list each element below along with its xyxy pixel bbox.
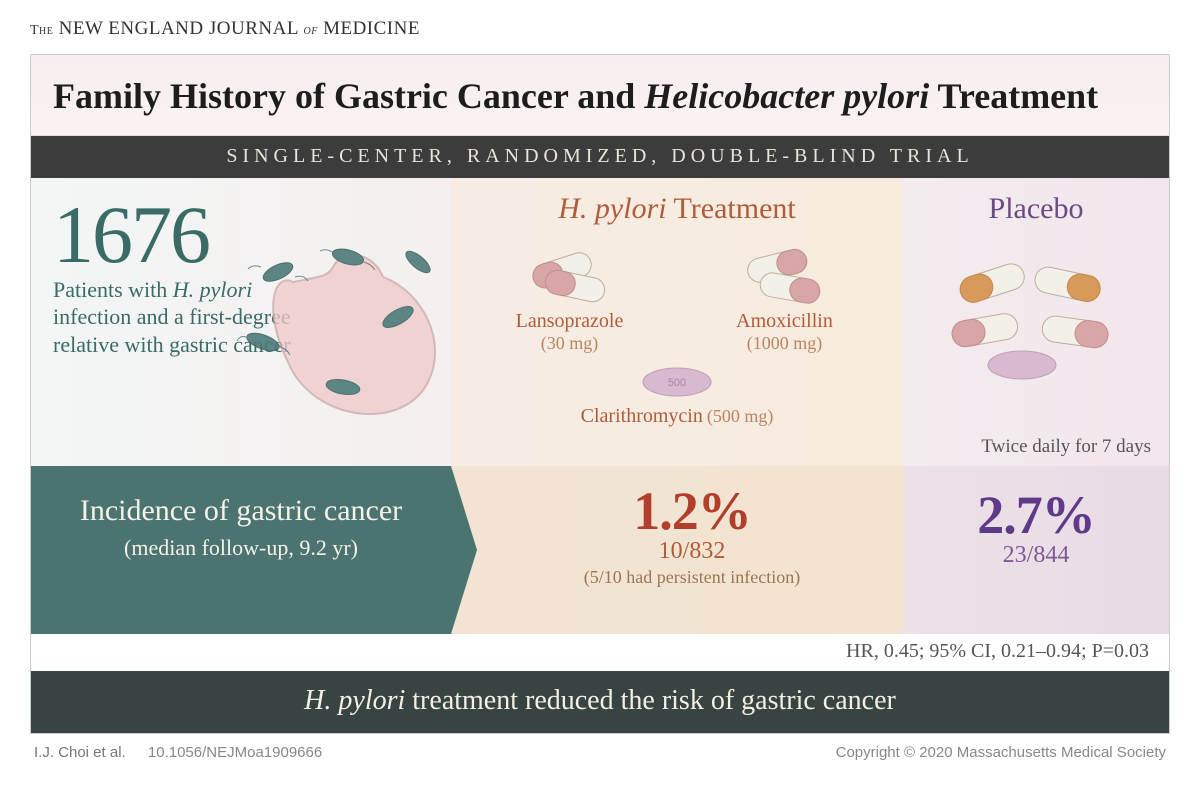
footer-copyright: Copyright © 2020 Massachusetts Medical S…: [836, 744, 1166, 761]
med-dose-0: (30 mg): [467, 333, 672, 354]
main-card: Family History of Gastric Cancer and Hel…: [30, 54, 1170, 734]
placebo-pills-icon: [919, 252, 1153, 382]
treatment-heading-post: Treatment: [667, 192, 796, 225]
capsule-icon: [682, 238, 887, 306]
conclusion-post: treatment reduced the risk of gastric ca…: [405, 685, 896, 716]
journal-name: The NEW ENGLAND JOURNAL of MEDICINE: [30, 18, 1170, 40]
footer-authors: I.J. Choi et al.: [34, 744, 126, 761]
journal-of: of: [303, 23, 317, 38]
main-title: Family History of Gastric Cancer and Hel…: [53, 75, 1147, 117]
arrow-notch-icon: [451, 466, 477, 634]
placebo-pct: 2.7%: [913, 484, 1159, 546]
med-amoxicillin: Amoxicillin (1000 mg): [682, 238, 887, 354]
infographic-page: The NEW ENGLAND JOURNAL of MEDICINE Fami…: [0, 0, 1200, 800]
med-name-0: Lansoprazole: [467, 310, 672, 333]
journal-part1: NEW ENGLAND JOURNAL: [59, 18, 299, 39]
footer: I.J. Choi et al. 10.1056/NEJMoa1909666 C…: [30, 734, 1170, 761]
footer-left: I.J. Choi et al. 10.1056/NEJMoa1909666: [34, 744, 322, 761]
med-clarithromycin: 500 Clarithromycin (500 mg): [467, 360, 887, 428]
trial-type-band: SINGLE-CENTER, RANDOMIZED, DOUBLE-BLIND …: [31, 136, 1169, 178]
stats-line: HR, 0.45; 95% CI, 0.21–0.94; P=0.03: [31, 634, 1169, 671]
treat-frac: 10/832: [491, 538, 893, 565]
incidence-title: Incidence of gastric cancer: [57, 494, 425, 529]
med-dose-2: (500 mg): [707, 406, 774, 426]
placebo-heading: Placebo: [919, 192, 1153, 226]
medication-grid: Lansoprazole (30 mg): [467, 238, 887, 354]
footer-doi: 10.1056/NEJMoa1909666: [148, 744, 322, 761]
svg-text:500: 500: [668, 377, 686, 389]
treat-note: (5/10 had persistent infection): [491, 567, 893, 588]
title-ital: Helicobacter pylori: [644, 76, 929, 116]
row-results: Incidence of gastric cancer (median foll…: [31, 466, 1169, 634]
incidence-sub: (median follow-up, 9.2 yr): [57, 535, 425, 561]
title-band: Family History of Gastric Cancer and Hel…: [31, 55, 1169, 136]
treat-pct: 1.2%: [491, 480, 893, 542]
conclusion-ital: H. pylori: [304, 685, 405, 716]
patients-desc-pre: Patients with: [53, 277, 173, 302]
placebo-frac: 23/844: [913, 542, 1159, 569]
conclusion-band: H. pylori treatment reduced the risk of …: [31, 671, 1169, 733]
title-part2: Treatment: [929, 76, 1098, 116]
treatment-heading: H. pylori Treatment: [467, 192, 887, 226]
incidence-panel: Incidence of gastric cancer (median foll…: [31, 466, 451, 634]
med-name-1: Amoxicillin: [682, 310, 887, 333]
row-arms: 1676 Patients with H. pylori infection a…: [31, 178, 1169, 466]
patients-panel: 1676 Patients with H. pylori infection a…: [31, 178, 451, 466]
med-dose-1: (1000 mg): [682, 333, 887, 354]
med-name-2: Clarithromycin: [581, 405, 703, 427]
journal-the: The: [30, 23, 53, 38]
dosing-note: Twice daily for 7 days: [981, 436, 1151, 458]
treatment-panel: H. pylori Treatment: [451, 178, 903, 466]
placebo-panel: Placebo: [903, 178, 1169, 466]
stomach-bacteria-icon: [233, 222, 451, 452]
title-part1: Family History of Gastric Cancer and: [53, 76, 644, 116]
result-treatment-panel: 1.2% 10/832 (5/10 had persistent infecti…: [451, 466, 903, 634]
result-placebo-panel: 2.7% 23/844: [903, 466, 1169, 634]
capsule-icon: [467, 238, 672, 306]
med-lansoprazole: Lansoprazole (30 mg): [467, 238, 672, 354]
journal-part2: MEDICINE: [323, 18, 420, 39]
treatment-heading-ital: H. pylori: [558, 192, 666, 225]
tablet-icon: 500: [632, 360, 722, 400]
